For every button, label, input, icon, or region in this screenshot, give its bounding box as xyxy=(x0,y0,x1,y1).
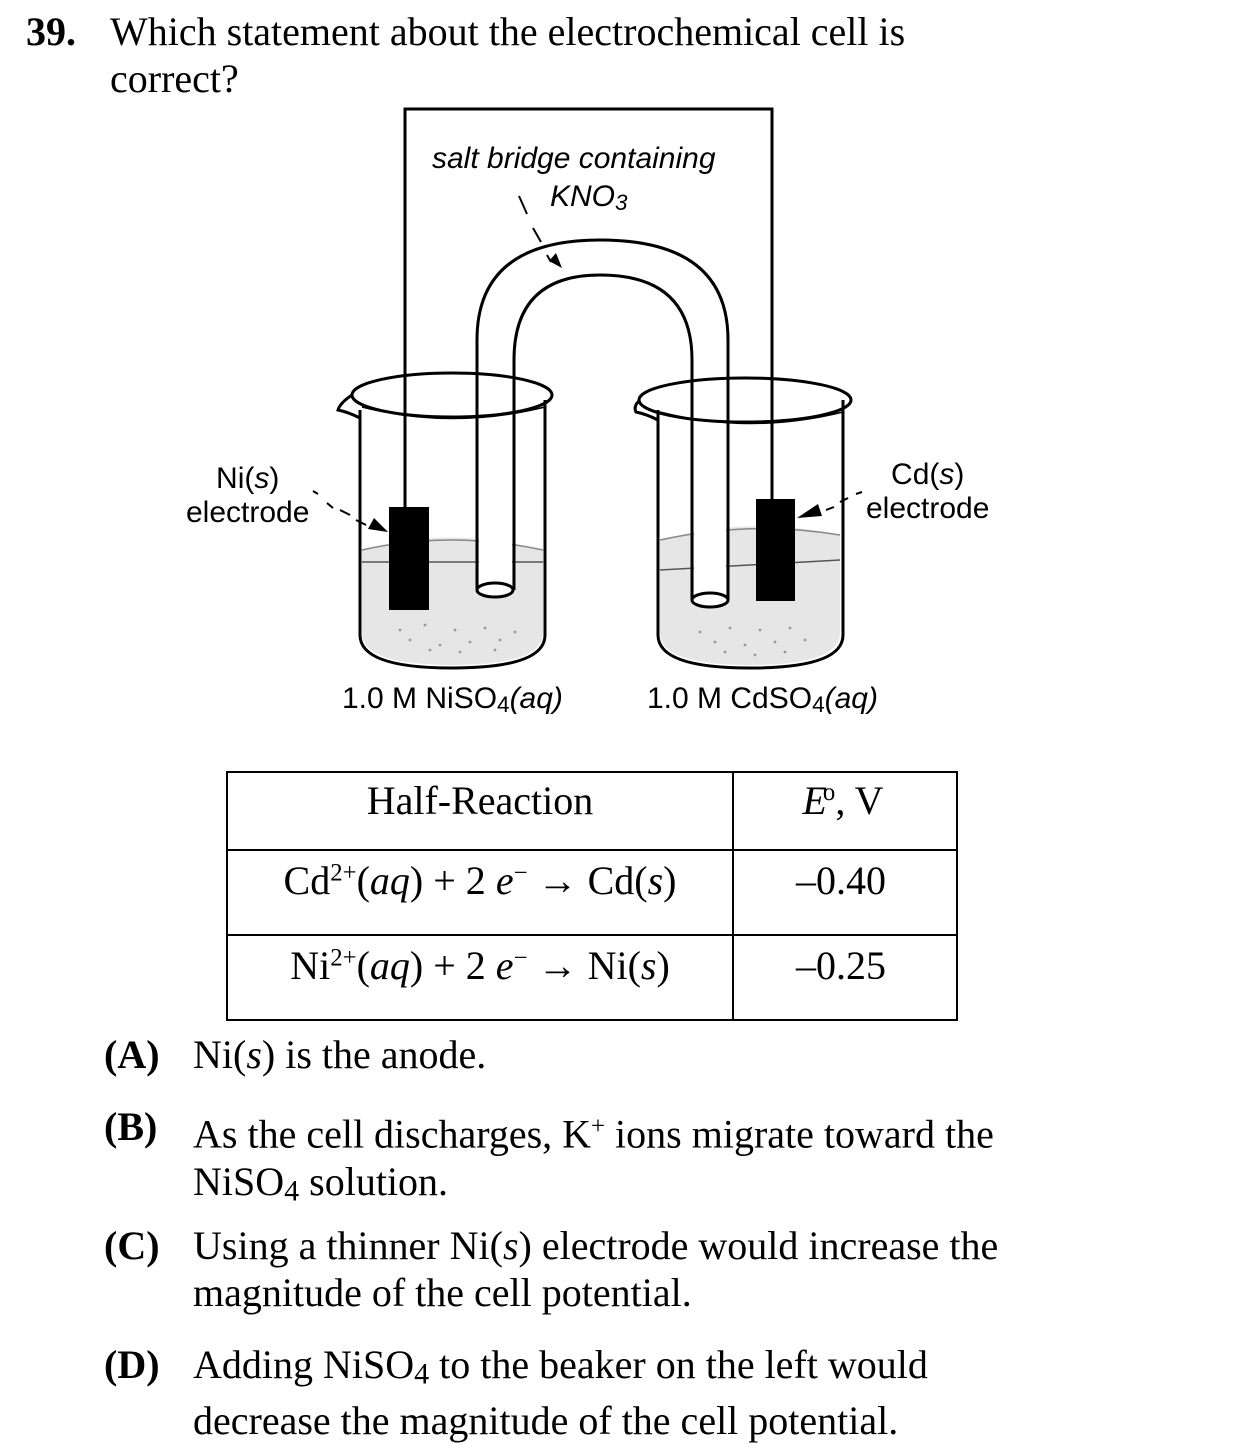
salt-bridge-formula: KNO3 xyxy=(550,180,628,216)
cd-electrode-label: Cd(s) electrode xyxy=(866,458,990,525)
potential-cell: –0.40 xyxy=(732,849,958,936)
header-potential: Eo, V xyxy=(732,771,958,851)
left-solution-label: 1.0 M NiSO4(aq) xyxy=(342,682,563,718)
table-row: Cd2+(aq) + 2 e− → Cd(s) –0.40 xyxy=(226,849,958,936)
salt-bridge-label: salt bridge containing xyxy=(432,142,716,175)
right-beaker xyxy=(656,400,845,670)
potential-cell: –0.25 xyxy=(732,934,958,1021)
question-number: 39. xyxy=(26,9,76,54)
left-beaker xyxy=(358,400,547,670)
table-row: Ni2+(aq) + 2 e− → Ni(s) –0.25 xyxy=(226,934,958,1021)
salt-bridge xyxy=(475,238,730,600)
external-wire xyxy=(403,107,774,510)
choice-c-letter: (C) xyxy=(104,1223,160,1268)
left-speckles xyxy=(398,623,517,654)
cd-electrode xyxy=(756,499,795,601)
choice-b-text: As the cell discharges, K+ ions migrate … xyxy=(193,1111,994,1208)
right-speckles xyxy=(698,626,807,657)
salt-bridge-arrow xyxy=(518,195,552,263)
choice-c-text: Using a thinner Ni(s) electrode would in… xyxy=(193,1223,999,1315)
left-beaker-rim xyxy=(350,371,554,419)
ni-electrode-label: Ni(s) electrode xyxy=(186,462,310,529)
choice-a-text: Ni(s) is the anode. xyxy=(193,1032,487,1077)
choice-d-letter: (D) xyxy=(104,1342,160,1387)
question-text: Which statement about the electrochemica… xyxy=(110,9,906,101)
ni-arrow xyxy=(312,490,367,526)
right-solution-label: 1.0 M CdSO4(aq) xyxy=(647,682,878,718)
header-half-reaction: Half-Reaction xyxy=(226,771,734,851)
electrochemical-cell-diagram xyxy=(312,107,863,670)
reaction-cell: Cd2+(aq) + 2 e− → Cd(s) xyxy=(226,849,734,936)
ni-electrode xyxy=(389,507,429,610)
table-header-row: Half-Reaction Eo, V xyxy=(226,771,958,851)
choice-a-letter: (A) xyxy=(104,1032,160,1077)
half-reaction-table: Half-Reaction Eo, V Cd2+(aq) + 2 e− → Cd… xyxy=(226,771,958,1021)
cd-arrow xyxy=(825,491,863,511)
reaction-cell: Ni2+(aq) + 2 e− → Ni(s) xyxy=(226,934,734,1021)
right-beaker-rim xyxy=(637,376,853,424)
choice-d-text: Adding NiSO4 to the beaker on the left w… xyxy=(193,1342,928,1444)
right-solution xyxy=(660,526,840,665)
choice-b-letter: (B) xyxy=(104,1104,158,1149)
